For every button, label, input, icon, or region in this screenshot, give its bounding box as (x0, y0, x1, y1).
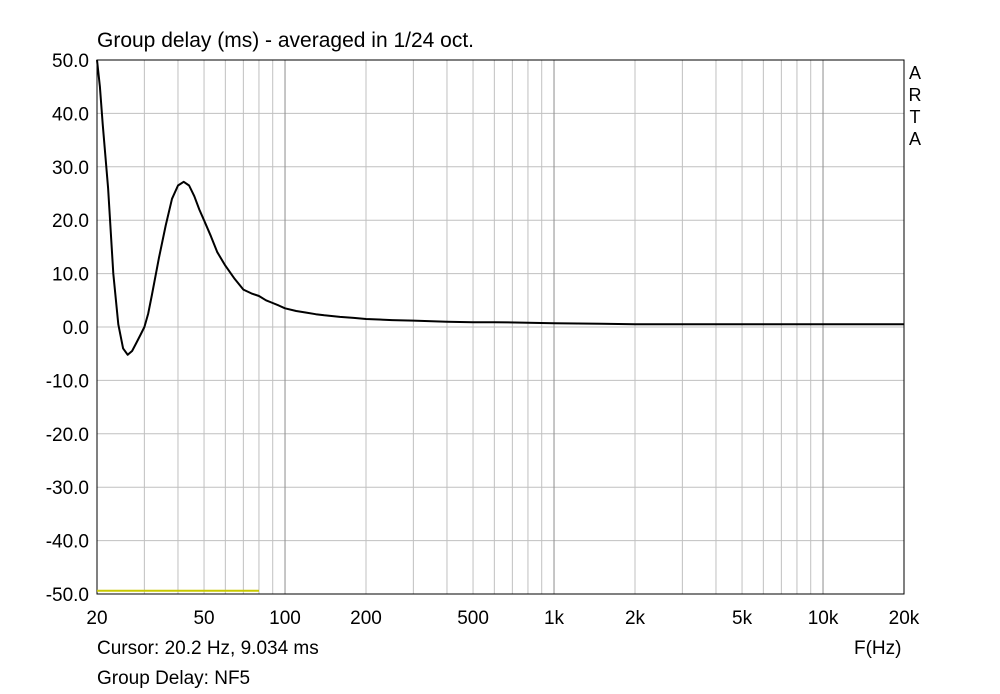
x-axis-unit-label: F(Hz) (854, 638, 902, 659)
series-legend: Group Delay: NF5 (97, 668, 251, 689)
series-layer (96, 59, 904, 592)
y-tick-label: 30.0 (52, 158, 89, 179)
chart-title: Group delay (ms) - averaged in 1/24 oct. (97, 29, 475, 52)
x-tick-label: 50 (193, 608, 214, 629)
x-tick-label: 5k (732, 608, 753, 629)
y-tick-label: 10.0 (52, 265, 89, 286)
x-tick-label: 200 (350, 608, 382, 629)
y-tick-label: 40.0 (52, 104, 89, 125)
x-tick-label: 1k (544, 608, 565, 629)
group-delay-series-line (96, 59, 904, 356)
brand-letter: T (909, 107, 921, 127)
y-tick-label: -30.0 (46, 478, 89, 499)
y-tick-label: -50.0 (46, 585, 89, 606)
plot-border (96, 59, 905, 595)
x-tick-label: 20k (889, 608, 920, 629)
y-tick-label: 0.0 (63, 318, 89, 339)
arta-brand-label: A R T A (906, 62, 924, 150)
x-tick-label: 20 (86, 608, 107, 629)
y-tick-label: -10.0 (46, 371, 89, 392)
y-tick-label: 50.0 (52, 51, 89, 72)
y-tick-label: -40.0 (46, 532, 89, 553)
y-tick-label: 20.0 (52, 211, 89, 232)
grid-lines (96, 59, 905, 595)
x-tick-label: 10k (808, 608, 839, 629)
y-tick-label: -20.0 (46, 425, 89, 446)
brand-letter: A (908, 63, 921, 83)
cursor-readout: Cursor: 20.2 Hz, 9.034 ms (97, 638, 319, 659)
brand-letter: R (908, 85, 922, 105)
brand-letter: A (908, 129, 921, 149)
x-tick-labels: 20 50 100 200 500 1k 2k 5k 10k 20k (86, 608, 919, 629)
plot-frame (96, 59, 905, 595)
y-tick-labels: 50.0 40.0 30.0 20.0 10.0 0.0 -10.0 -20.0 -30.0 -4… (46, 51, 89, 606)
x-tick-label: 2k (625, 608, 646, 629)
x-tick-label: 500 (457, 608, 489, 629)
x-tick-label: 100 (269, 608, 301, 629)
